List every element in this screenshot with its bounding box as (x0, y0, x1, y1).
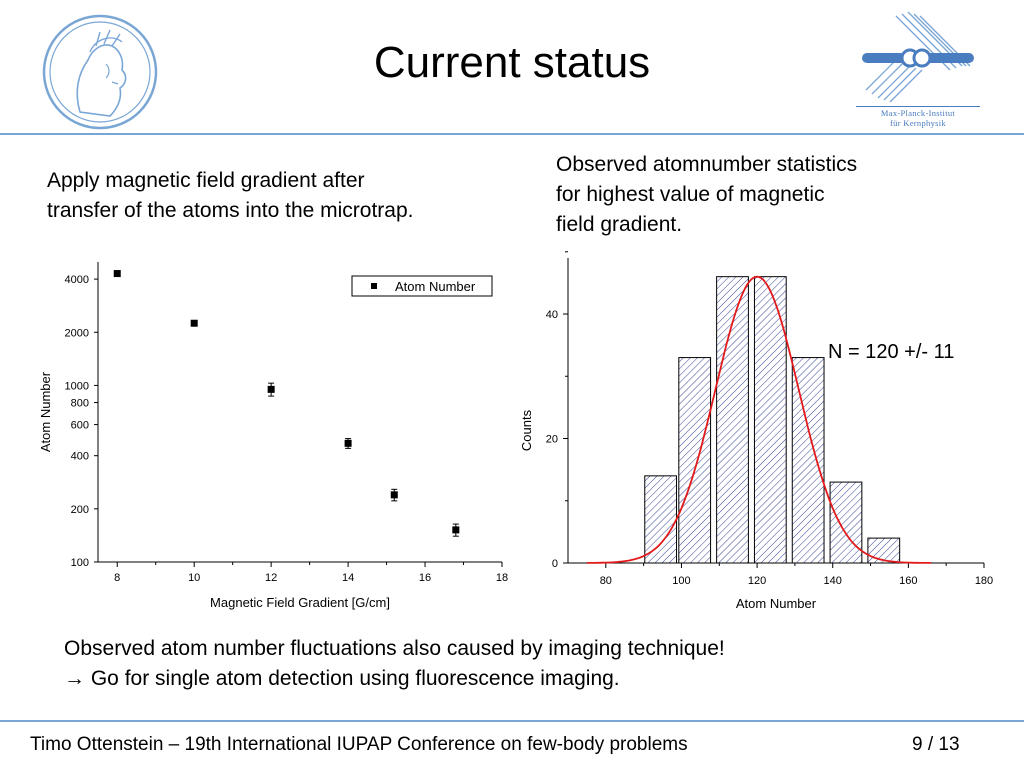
y-axis-label: Atom Number (38, 371, 53, 452)
atom-number-histogram-chart: 80 100 120 140 160 180 0 20 40 Atom Number Counts N… (519, 251, 993, 611)
x-tick-label: 18 (496, 572, 508, 584)
institute-label: Max-Planck-Institut für Kernphysik (853, 108, 983, 128)
y-tick-label: 40 (546, 309, 558, 321)
page-number: 9 / 13 (912, 734, 960, 755)
bottom-text: Observed atom number fluctuations also c… (64, 634, 725, 694)
institute-label-line: Max-Planck-Institut (880, 108, 956, 118)
y-tick-label: 800 (71, 398, 89, 410)
data-point (390, 491, 398, 499)
atom-number-scatter-chart: 8 10 12 14 16 18 100 200 400 600 800 1000 2000 4000 Ma… (38, 262, 508, 610)
y-tick-label: 4000 (65, 274, 89, 286)
mpi-k-logo-icon (862, 11, 974, 103)
y-tick-label: 2000 (65, 327, 89, 339)
bottom-text-line: Observed atom number fluctuations also c… (64, 637, 725, 660)
left-description-line: transfer of the atoms into the microtrap… (47, 199, 414, 222)
histogram-bar (753, 276, 787, 564)
gaussian-fit-line (586, 275, 932, 564)
legend-marker (371, 283, 377, 289)
y-tick-label: 200 (71, 504, 89, 516)
data-point (113, 270, 121, 278)
fit-annotation: N = 120 +/- 11 (828, 341, 954, 363)
x-tick-label: 140 (824, 575, 842, 587)
x-tick-label: 100 (672, 575, 690, 587)
x-tick-label: 120 (748, 575, 766, 587)
header-divider (0, 133, 1024, 135)
left-description: Apply magnetic field gradient after tran… (47, 166, 414, 226)
data-point (344, 439, 352, 447)
institute-label-line: für Kernphysik (890, 118, 946, 128)
right-description-line: for highest value of magnetic (556, 183, 825, 206)
page-title: Current status (373, 38, 651, 87)
x-tick-label: 12 (265, 572, 277, 584)
x-tick-label: 8 (114, 572, 120, 584)
histogram-bar (867, 537, 901, 564)
legend-label: Atom Number (395, 279, 476, 294)
y-tick-label: 400 (71, 451, 89, 463)
histogram-bar (716, 276, 749, 564)
right-description-line: field gradient. (556, 213, 683, 236)
x-tick-label: 180 (975, 575, 993, 587)
bottom-text-line: Go for single atom detection using fluor… (90, 667, 620, 690)
y-tick-label: 600 (71, 420, 89, 432)
histogram-bar (644, 475, 678, 564)
right-description-line: Observed atomnumber statistics (556, 153, 858, 176)
y-axis-label: Counts (519, 409, 534, 451)
x-tick-label: 14 (342, 572, 354, 584)
y-tick-label: 0 (552, 558, 558, 570)
data-point (452, 526, 460, 534)
x-tick-label: 16 (419, 572, 431, 584)
right-arrow-icon: → (64, 667, 85, 690)
x-tick-label: 160 (899, 575, 917, 587)
histogram-bar (791, 357, 825, 564)
histogram-bar (678, 357, 712, 564)
x-axis-label: Atom Number (736, 596, 817, 611)
y-tick-label: 20 (546, 434, 558, 446)
footer-text: Timo Ottenstein – 19th International IUP… (30, 734, 688, 755)
histogram-bar (829, 481, 863, 564)
left-description-line: Apply magnetic field gradient after (47, 169, 365, 192)
right-description: Observed atomnumber statistics for highe… (556, 150, 857, 240)
minerva-logo-icon (42, 14, 158, 130)
bottom-text-line2: → Go for single atom detection using flu… (64, 664, 725, 694)
legend-box (351, 275, 493, 297)
x-tick-label: 10 (188, 572, 200, 584)
x-tick-label: 80 (600, 575, 612, 587)
y-tick-label: 100 (71, 557, 89, 569)
x-axis-label: Magnetic Field Gradient [G/cm] (210, 595, 390, 610)
footer-divider (0, 720, 1024, 722)
data-point (190, 319, 198, 327)
data-point (267, 385, 275, 393)
y-tick-label: 1000 (65, 380, 89, 392)
